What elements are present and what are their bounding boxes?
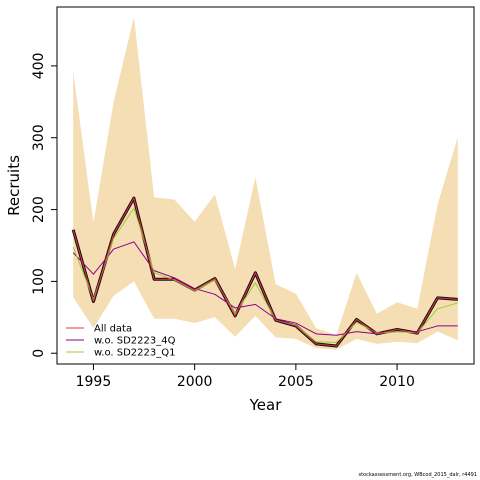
y-tick-label: 100: [31, 268, 47, 295]
y-tick-label: 400: [31, 53, 47, 80]
legend-label: All data: [94, 324, 132, 335]
x-axis: 1995 2000 2005 2010: [73, 363, 458, 390]
series-line-all-data-overlay-: [72, 197, 458, 347]
x-axis-label: Year: [249, 396, 283, 414]
confidence-band-area: [73, 17, 458, 350]
confidence-band: [73, 17, 458, 350]
x-tick-label: 2000: [177, 374, 213, 390]
footer-credit: stockassessment.org, WBcod_2015_dalr, r4…: [358, 472, 477, 478]
x-tick-label: 2010: [379, 374, 415, 390]
x-tick-label: 1995: [76, 374, 112, 390]
series-lines: [71, 196, 458, 348]
y-axis-label: Recruits: [5, 155, 23, 216]
series-line-w-o-sd2223-q1: [72, 207, 458, 343]
y-tick-label: 200: [31, 196, 47, 223]
x-tick-label: 2005: [278, 374, 314, 390]
y-tick-label: 300: [31, 124, 47, 151]
y-axis: 0 100 200 300 400: [31, 53, 58, 358]
y-tick-label: 0: [31, 349, 47, 358]
legend-label: w.o. SD2223_4Q: [94, 336, 176, 347]
legend-label: w.o. SD2223_Q1: [94, 348, 175, 359]
